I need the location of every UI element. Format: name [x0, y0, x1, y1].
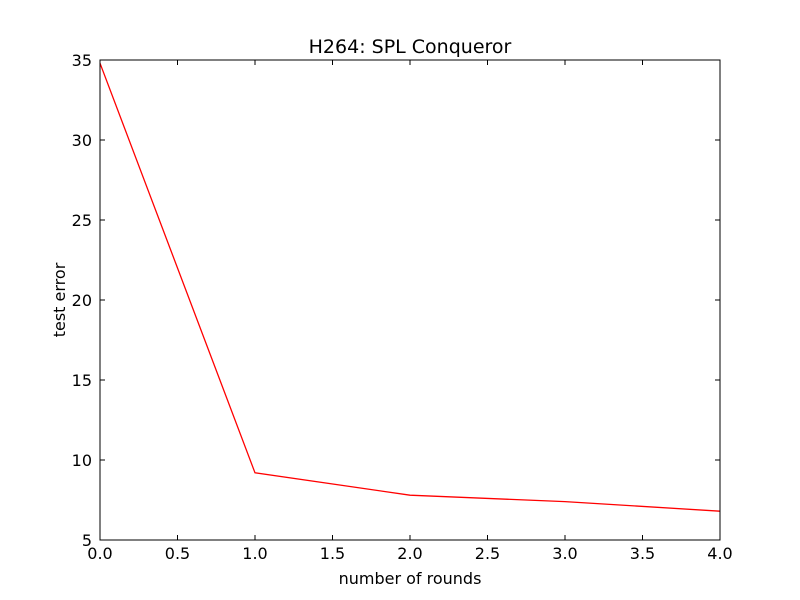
- x-tick-label: 4.0: [707, 544, 732, 563]
- y-tick-label: 35: [72, 51, 92, 70]
- y-tick-label: 30: [72, 131, 92, 150]
- y-axis-label: test error: [50, 262, 69, 337]
- x-tick-label: 2.5: [475, 544, 500, 563]
- chart-title: H264: SPL Conqueror: [309, 36, 512, 58]
- plot-area: [99, 62, 721, 512]
- y-axis: 5 10 15 20 25 30 35: [72, 51, 720, 550]
- plot-frame: [99, 59, 721, 541]
- y-tick-label: 20: [72, 291, 92, 310]
- x-tick-label: 0.0: [87, 544, 112, 563]
- series-line: [99, 62, 721, 512]
- x-tick-label: 3.5: [630, 544, 655, 563]
- x-axis-label: number of rounds: [339, 569, 482, 588]
- y-tick-label: 25: [72, 211, 92, 230]
- x-tick-label: 1.0: [242, 544, 267, 563]
- x-tick-label: 3.0: [552, 544, 577, 563]
- x-axis: 0.0 0.5 1.0 1.5 2.0 2.5 3.0 3.5 4.0: [87, 60, 733, 563]
- x-tick-label: 1.5: [320, 544, 345, 563]
- x-tick-label: 2.0: [397, 544, 422, 563]
- y-tick-label: 10: [72, 451, 92, 470]
- x-tick-label: 0.5: [165, 544, 190, 563]
- y-tick-label: 15: [72, 371, 92, 390]
- y-tick-label: 5: [82, 531, 92, 550]
